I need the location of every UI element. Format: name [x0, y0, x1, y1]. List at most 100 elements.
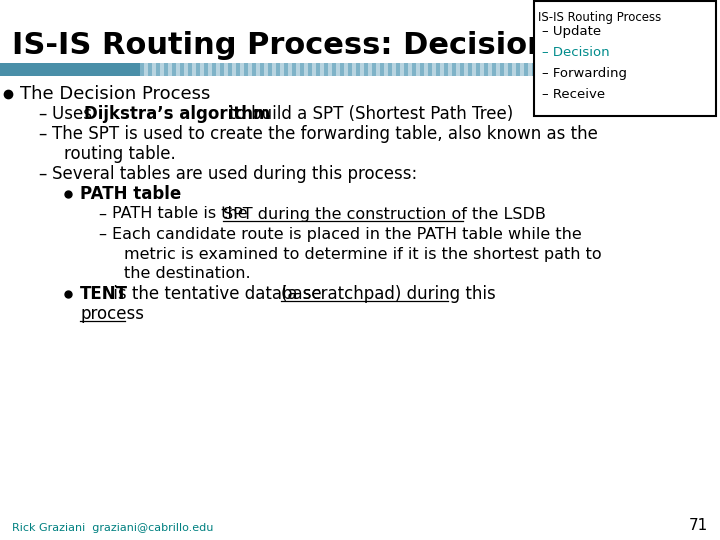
Text: IS-IS Routing Process: IS-IS Routing Process — [538, 11, 661, 24]
Bar — [400, 63, 404, 76]
Bar — [480, 63, 484, 76]
Bar — [404, 63, 408, 76]
Bar — [204, 63, 208, 76]
Bar — [176, 63, 180, 76]
Bar — [276, 63, 280, 76]
Bar — [384, 63, 388, 76]
Bar — [268, 63, 272, 76]
Bar — [212, 63, 216, 76]
Text: PATH table is the: PATH table is the — [112, 206, 253, 221]
Bar — [440, 63, 444, 76]
Bar — [380, 63, 384, 76]
Bar — [344, 63, 348, 76]
Text: –: – — [38, 105, 46, 123]
Bar — [168, 63, 172, 76]
Bar — [472, 63, 476, 76]
Bar — [140, 63, 144, 76]
Bar — [320, 63, 324, 76]
Bar — [412, 63, 416, 76]
Bar — [464, 63, 468, 76]
Bar — [164, 63, 168, 76]
Bar — [524, 63, 528, 76]
Bar — [360, 63, 364, 76]
Text: – Update: – Update — [542, 25, 601, 38]
Bar — [508, 63, 512, 76]
Bar — [460, 63, 464, 76]
Text: is the tentative database: is the tentative database — [108, 285, 327, 303]
Text: Dijkstra’s algorithm: Dijkstra’s algorithm — [84, 105, 271, 123]
Bar — [284, 63, 288, 76]
Bar — [324, 63, 328, 76]
Bar — [496, 63, 500, 76]
Bar — [256, 63, 260, 76]
Text: the destination.: the destination. — [124, 267, 251, 281]
Text: TENT: TENT — [80, 285, 128, 303]
Bar — [280, 63, 284, 76]
Text: Uses: Uses — [52, 105, 97, 123]
Text: IS-IS Routing Process: Decision: IS-IS Routing Process: Decision — [12, 31, 549, 60]
Bar — [312, 63, 316, 76]
Bar — [376, 63, 380, 76]
Text: The Decision Process: The Decision Process — [20, 85, 210, 103]
Text: Each candidate route is placed in the PATH table while the: Each candidate route is placed in the PA… — [112, 226, 582, 241]
Bar — [272, 63, 276, 76]
Bar — [148, 63, 152, 76]
Bar — [172, 63, 176, 76]
Text: SPT during the construction of the LSDB: SPT during the construction of the LSDB — [222, 206, 546, 221]
Bar — [504, 63, 508, 76]
Bar — [308, 63, 312, 76]
Bar — [300, 63, 304, 76]
Text: (a scratchpad) during this: (a scratchpad) during this — [282, 285, 496, 303]
Bar — [428, 63, 432, 76]
Text: –: – — [98, 206, 106, 221]
Bar — [144, 63, 148, 76]
Bar — [368, 63, 372, 76]
Bar — [196, 63, 200, 76]
Text: –: – — [98, 226, 106, 241]
Bar — [536, 63, 540, 76]
Bar — [156, 63, 160, 76]
Bar — [248, 63, 252, 76]
Text: PATH table: PATH table — [80, 185, 181, 203]
Bar — [516, 63, 520, 76]
Bar — [340, 63, 344, 76]
Bar — [240, 63, 244, 76]
Text: Several tables are used during this process:: Several tables are used during this proc… — [52, 165, 418, 183]
Text: 71: 71 — [689, 518, 708, 533]
Bar — [220, 63, 224, 76]
Bar — [228, 63, 232, 76]
Bar — [0, 63, 140, 76]
Bar — [488, 63, 492, 76]
Bar — [224, 63, 228, 76]
Bar — [468, 63, 472, 76]
Bar — [208, 63, 212, 76]
Bar — [288, 63, 292, 76]
Bar — [328, 63, 332, 76]
Text: – Decision: – Decision — [542, 46, 610, 59]
Bar — [316, 63, 320, 76]
Bar — [476, 63, 480, 76]
Bar — [388, 63, 392, 76]
Bar — [534, 63, 720, 76]
Bar — [304, 63, 308, 76]
Bar — [252, 63, 256, 76]
Bar — [424, 63, 428, 76]
Text: routing table.: routing table. — [64, 145, 176, 163]
Bar — [500, 63, 504, 76]
Bar — [332, 63, 336, 76]
Bar — [408, 63, 412, 76]
Bar — [188, 63, 192, 76]
Bar — [352, 63, 356, 76]
Bar — [484, 63, 488, 76]
Bar — [180, 63, 184, 76]
Bar — [292, 63, 296, 76]
Bar — [392, 63, 396, 76]
Text: metric is examined to determine if it is the shortest path to: metric is examined to determine if it is… — [124, 246, 602, 261]
Bar — [420, 63, 424, 76]
Bar — [528, 63, 532, 76]
Bar — [532, 63, 536, 76]
Text: – Receive: – Receive — [542, 88, 605, 101]
Bar — [444, 63, 448, 76]
Text: – Forwarding: – Forwarding — [542, 67, 627, 80]
Bar — [232, 63, 236, 76]
